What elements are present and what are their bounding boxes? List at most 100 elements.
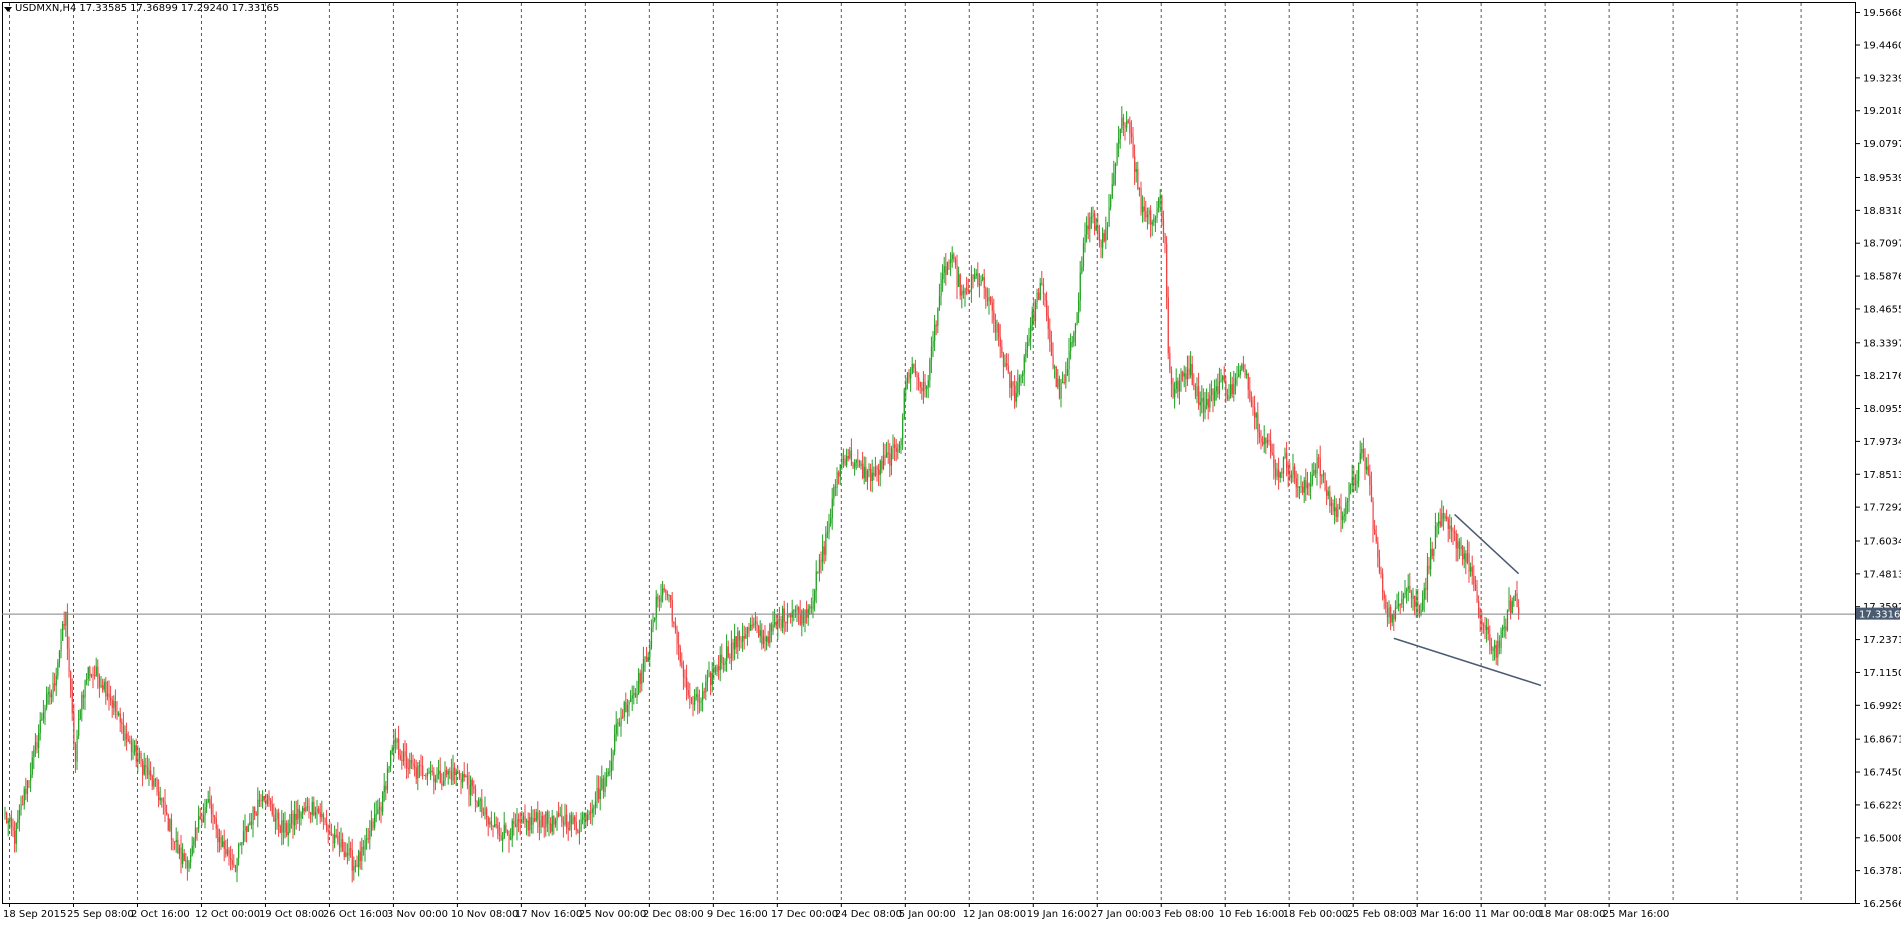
candle [553,815,555,835]
trendline[interactable] [1393,637,1542,687]
candle-body [1047,315,1049,330]
candle-body [1278,469,1280,478]
candle [1102,227,1104,259]
candle-body [1159,196,1161,199]
candle [1146,207,1149,230]
candle [1263,425,1265,453]
candle-body [953,254,955,260]
candle-body [1444,516,1446,519]
candle-body [545,812,547,828]
candle [1039,277,1041,301]
candle [945,253,947,286]
candle [58,649,61,668]
candle [1494,639,1496,661]
candle-body [1142,206,1144,213]
candle [1516,580,1518,608]
candle [268,790,270,807]
candle [855,458,857,470]
candle [409,752,411,775]
candle [188,859,190,872]
candle [601,765,603,791]
candle-body [881,460,883,470]
candle [71,678,73,721]
collapse-triangle-icon[interactable] [4,6,12,12]
candle-body [871,472,873,482]
candle [1465,550,1467,575]
candle-body [1204,405,1206,413]
candle-body [817,571,819,573]
candle [362,840,365,856]
candle [1058,375,1061,400]
candle [732,638,734,662]
candle-body [1063,382,1065,384]
candle-body [790,613,792,618]
trendline[interactable] [1454,513,1520,575]
candle [241,842,243,855]
y-tick-label: 19.07970 [1863,139,1901,150]
candle-body [1198,386,1200,406]
candle-body [1510,600,1512,613]
candle [1425,577,1427,600]
candle-body [1345,502,1347,515]
candle [401,750,403,770]
candle [223,829,225,862]
candle-body [1343,514,1345,517]
candle-body [1465,553,1467,563]
candle [561,803,563,828]
candle-body [898,444,901,450]
candle [1177,377,1179,399]
candle [892,434,894,460]
candle-body [478,800,480,807]
candle [546,809,549,832]
candle [324,817,326,826]
candle [1137,161,1139,191]
candle-body [870,468,872,482]
candle [783,600,785,635]
candle-body [641,671,643,684]
candle [318,805,320,815]
candle [1358,462,1360,488]
candle-body [895,447,897,452]
candle-body [1367,466,1369,476]
candle-body [332,834,334,844]
candle [999,324,1001,359]
candle-body [1361,448,1363,453]
candle [554,817,557,828]
candle-body [1454,532,1456,534]
candle-body [417,765,419,779]
candle-body [1143,206,1145,212]
plot-border [2,2,1856,904]
candle [737,626,739,659]
candle [1318,453,1320,469]
candle [1326,480,1328,506]
candle [1026,334,1029,359]
candle-body [726,646,728,662]
candle [1370,471,1373,503]
candle-body [255,813,257,816]
candle-body [1134,156,1136,172]
candle-body [1007,365,1009,373]
candle [18,804,21,832]
candle-body [1209,395,1211,408]
candle [1116,142,1118,166]
candle-body [681,662,683,666]
candle-body [620,716,622,727]
candle-body [1220,379,1222,381]
candle-body [415,767,417,779]
candle-body [1074,324,1077,334]
candle-body [626,704,629,713]
candle-body [319,812,321,818]
candle-body [750,624,752,631]
candle-body [962,290,965,294]
candle [894,437,896,461]
candle [1482,622,1485,634]
candle-body [230,858,232,861]
candle [833,484,835,507]
candle-body [900,439,902,445]
candle [518,813,520,833]
candle-body [956,264,958,287]
candle-body [1415,601,1417,607]
candle [455,768,457,787]
